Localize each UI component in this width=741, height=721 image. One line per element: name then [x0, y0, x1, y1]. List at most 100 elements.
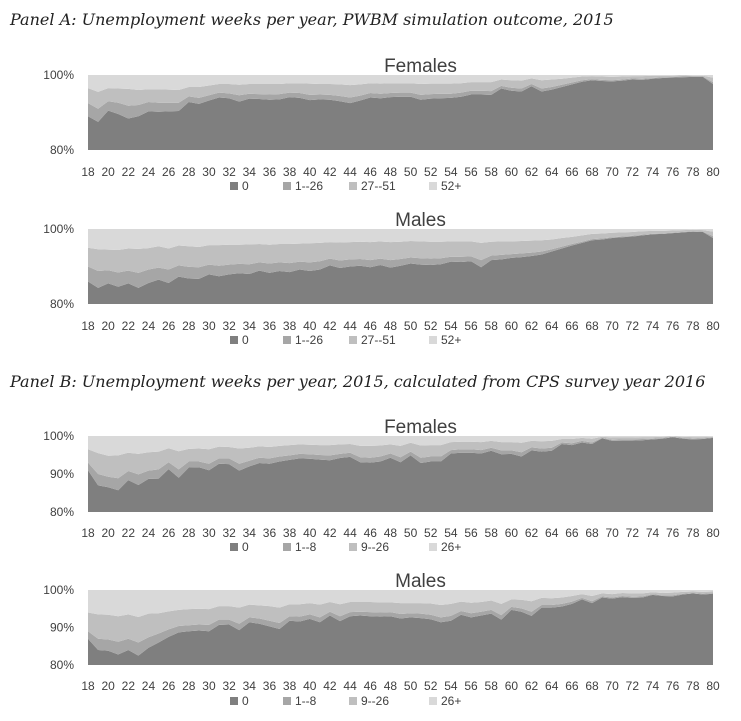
legend-label: 1--8	[295, 540, 317, 554]
x-tick-label: 34	[243, 679, 257, 693]
x-tick-label: 40	[303, 319, 317, 333]
x-tick-label: 78	[686, 526, 700, 540]
x-tick-label: 74	[646, 679, 660, 693]
x-tick-label: 54	[444, 319, 458, 333]
chart-title: Males	[395, 571, 446, 592]
x-tick-label: 26	[162, 679, 176, 693]
x-tick-label: 44	[343, 165, 357, 179]
x-tick-label: 30	[202, 526, 216, 540]
x-tick-label: 42	[323, 526, 337, 540]
x-tick-label: 80	[706, 319, 720, 333]
legend-swatch	[283, 336, 291, 344]
x-tick-label: 72	[626, 679, 640, 693]
y-tick-label: 80%	[50, 143, 74, 157]
x-tick-label: 54	[444, 526, 458, 540]
x-tick-label: 60	[505, 319, 519, 333]
x-tick-label: 24	[142, 319, 156, 333]
x-tick-label: 32	[222, 526, 236, 540]
x-tick-label: 64	[545, 165, 559, 179]
legend-label: 0	[242, 179, 249, 193]
legend-swatch	[349, 697, 357, 705]
x-tick-label: 36	[263, 679, 277, 693]
x-tick-label: 56	[464, 526, 478, 540]
x-tick-label: 42	[323, 679, 337, 693]
x-tick-label: 40	[303, 165, 317, 179]
panel-b-title: Panel B: Unemployment weeks per year, 20…	[10, 372, 706, 391]
x-tick-label: 60	[505, 165, 519, 179]
legend-swatch	[230, 543, 238, 551]
x-tick-label: 76	[666, 679, 680, 693]
x-tick-label: 36	[263, 165, 277, 179]
x-tick-label: 38	[283, 679, 297, 693]
x-tick-label: 48	[384, 679, 398, 693]
x-tick-label: 18	[81, 526, 95, 540]
legend-label: 9--26	[361, 540, 389, 554]
x-tick-label: 70	[606, 319, 620, 333]
x-tick-label: 20	[101, 165, 115, 179]
x-tick-label: 30	[202, 165, 216, 179]
y-tick-label: 90%	[50, 467, 74, 481]
x-tick-label: 74	[646, 526, 660, 540]
x-tick-label: 66	[565, 319, 579, 333]
x-tick-label: 74	[646, 319, 660, 333]
legend-label: 26+	[441, 540, 461, 554]
x-tick-label: 40	[303, 679, 317, 693]
x-tick-label: 60	[505, 526, 519, 540]
x-tick-label: 22	[122, 319, 136, 333]
legend-label: 1--26	[295, 179, 323, 193]
area-series-3	[88, 229, 713, 250]
area-series-1	[88, 76, 713, 122]
x-tick-label: 56	[464, 165, 478, 179]
y-tick-label: 100%	[43, 429, 74, 443]
legend-swatch	[349, 336, 357, 344]
x-tick-label: 76	[666, 319, 680, 333]
x-tick-label: 28	[182, 319, 196, 333]
x-tick-label: 70	[606, 679, 620, 693]
x-tick-label: 78	[686, 679, 700, 693]
y-tick-label: 100%	[43, 583, 74, 597]
legend-label: 52+	[441, 333, 461, 347]
x-tick-label: 54	[444, 165, 458, 179]
x-tick-label: 46	[364, 165, 378, 179]
legend-label: 1--8	[295, 694, 317, 708]
x-tick-label: 52	[424, 319, 438, 333]
x-tick-label: 44	[343, 526, 357, 540]
x-tick-label: 74	[646, 165, 660, 179]
legend-label: 0	[242, 540, 249, 554]
legend-swatch	[230, 182, 238, 190]
x-tick-label: 18	[81, 319, 95, 333]
area-series-1	[88, 231, 713, 288]
x-tick-label: 32	[222, 165, 236, 179]
chart-a-females: Females 100% 80% 18 20 22 24 26 28 30 32 34 36 38 40 42…	[43, 56, 720, 193]
x-tick-label: 66	[565, 526, 579, 540]
x-tick-label: 76	[666, 526, 680, 540]
x-tick-label: 68	[585, 319, 599, 333]
chart-title: Females	[384, 56, 457, 77]
x-tick-label: 28	[182, 165, 196, 179]
x-tick-label: 28	[182, 526, 196, 540]
x-tick-label: 66	[565, 165, 579, 179]
legend-label: 52+	[441, 179, 461, 193]
area-series-2	[88, 75, 713, 109]
x-tick-label: 32	[222, 319, 236, 333]
y-tick-label: 80%	[50, 505, 74, 519]
x-tick-label: 64	[545, 526, 559, 540]
x-tick-label: 68	[585, 526, 599, 540]
x-tick-label: 26	[162, 526, 176, 540]
x-tick-label: 36	[263, 526, 277, 540]
x-tick-label: 48	[384, 319, 398, 333]
x-tick-label: 80	[706, 526, 720, 540]
x-tick-label: 48	[384, 165, 398, 179]
x-tick-label: 26	[162, 319, 176, 333]
area-series-3	[88, 436, 713, 456]
x-tick-label: 24	[142, 165, 156, 179]
x-tick-label: 50	[404, 319, 418, 333]
x-tick-label: 22	[122, 526, 136, 540]
x-tick-label: 22	[122, 679, 136, 693]
x-tick-label: 20	[101, 319, 115, 333]
x-tick-label: 58	[485, 165, 499, 179]
x-tick-label: 62	[525, 319, 539, 333]
x-tick-label: 46	[364, 319, 378, 333]
x-tick-label: 58	[485, 526, 499, 540]
legend-label: 26+	[441, 694, 461, 708]
